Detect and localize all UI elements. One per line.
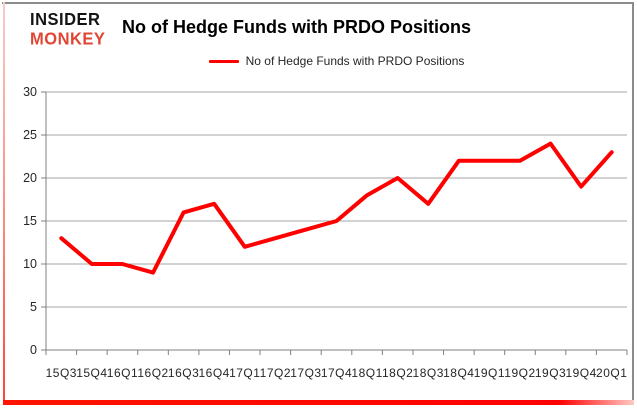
x-axis-tick-label: 19Q2	[504, 366, 535, 380]
x-axis-tick-label: 18Q1	[351, 366, 382, 380]
y-axis-tick-label: 20	[23, 171, 37, 185]
x-axis-tick-label: 17Q2	[260, 366, 291, 380]
x-axis-tick-label: 19Q4	[565, 366, 596, 380]
x-axis-tick-label: 18Q2	[382, 366, 413, 380]
legend-line-swatch	[208, 59, 239, 63]
x-axis-tick-label: 17Q1	[229, 366, 260, 380]
frame-border-bottom	[3, 400, 634, 405]
x-axis-tick-label: 18Q3	[413, 366, 444, 380]
legend-label: No of Hedge Funds with PRDO Positions	[245, 54, 465, 68]
chart-legend: No of Hedge Funds with PRDO Positions	[46, 54, 627, 68]
logo-line-insider: INSIDER	[30, 10, 101, 30]
y-axis-tick-label: 30	[23, 85, 37, 99]
insider-monkey-logo: INSIDER MONKEY	[30, 10, 105, 49]
page-title: No of Hedge Funds with PRDO Positions	[122, 17, 471, 37]
x-axis-tick-label: 16Q4	[199, 366, 230, 380]
x-axis-tick-label: 17Q4	[321, 366, 352, 380]
x-axis-tick-label: 16Q2	[137, 366, 168, 380]
y-axis-tick-label: 0	[30, 343, 37, 357]
x-axis-tick-label: 15Q3	[46, 366, 77, 380]
frame-border-right	[632, 2, 634, 404]
x-axis-tick-label: 19Q3	[535, 366, 566, 380]
x-axis-tick-label: 18Q4	[443, 366, 474, 380]
series-line	[59, 141, 614, 275]
x-axis-tick-label: 16Q1	[107, 366, 138, 380]
frame-border-top	[2, 2, 634, 4]
y-axis-tick-label: 10	[23, 257, 37, 271]
logo-line-monkey: MONKEY	[30, 29, 106, 49]
y-axis-tick-label: 15	[23, 214, 37, 228]
x-axis-tick-label: 20Q1	[596, 366, 627, 380]
y-axis-tick-label: 25	[23, 128, 37, 142]
y-axis-tick-label: 5	[30, 300, 37, 314]
x-axis-tick-label: 19Q1	[474, 366, 505, 380]
x-axis-tick-label: 15Q4	[76, 366, 107, 380]
frame-border-left	[3, 2, 5, 404]
x-axis-tick-label: 17Q3	[290, 366, 321, 380]
x-axis-tick-label: 16Q3	[168, 366, 199, 380]
